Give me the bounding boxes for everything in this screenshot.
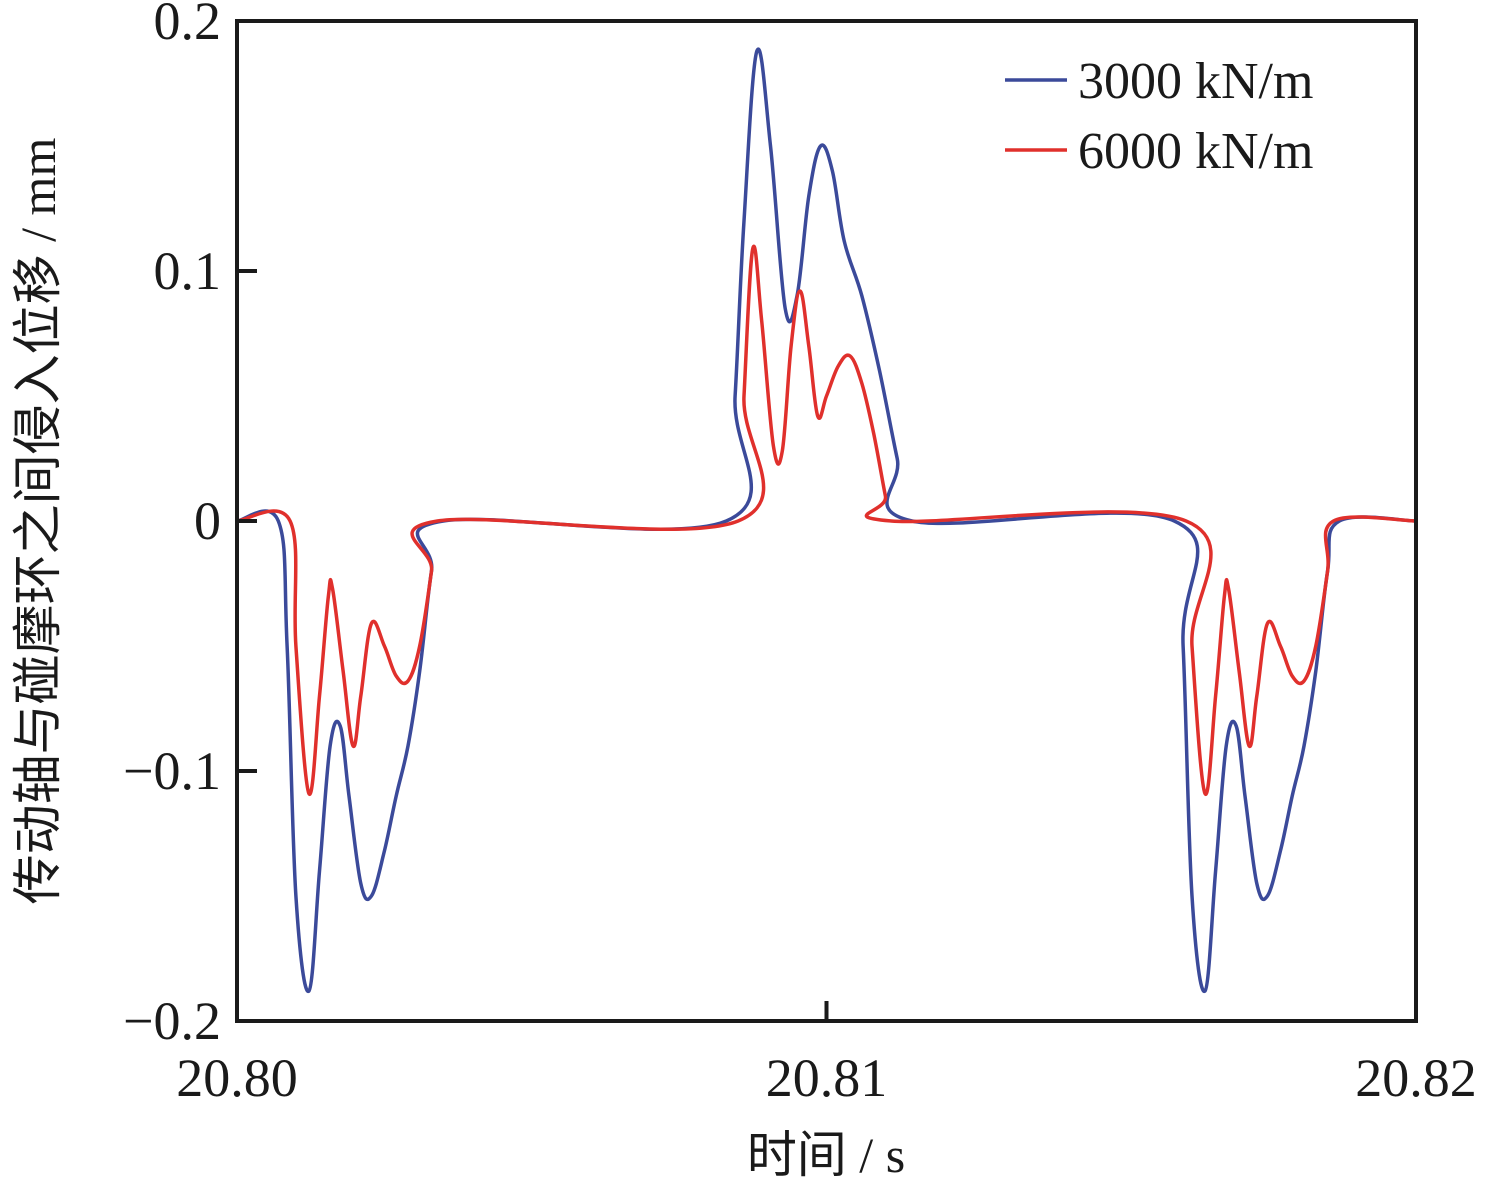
x-tick-label: 20.80 bbox=[176, 1048, 298, 1108]
y-tick-label: 0.2 bbox=[154, 0, 222, 51]
y-axis-title: 传动轴与碰摩环之间侵入位移 / mm bbox=[10, 138, 66, 905]
y-tick-label: 0 bbox=[194, 491, 221, 551]
x-axis-title: 时间 / s bbox=[747, 1127, 905, 1182]
x-tick-label: 20.82 bbox=[1355, 1048, 1477, 1108]
legend: 3000 kN/m 6000 kN/m bbox=[1005, 53, 1313, 180]
series-line-2 bbox=[236, 244, 1417, 796]
y-tick-label: 0.1 bbox=[154, 241, 222, 301]
axis-tick-labels: −0.2 −0.1 0 0.1 0.2 20.80 20.81 20.82 bbox=[123, 0, 1477, 1108]
series-line-1 bbox=[236, 47, 1417, 993]
y-tick-label: −0.2 bbox=[123, 991, 221, 1051]
legend-label-1: 3000 kN/m bbox=[1078, 53, 1313, 110]
x-tick-label: 20.81 bbox=[766, 1048, 888, 1108]
legend-label-2: 6000 kN/m bbox=[1078, 123, 1313, 180]
axis-ticks bbox=[237, 269, 829, 1021]
y-tick-label: −0.1 bbox=[123, 741, 221, 801]
series-lines bbox=[236, 47, 1417, 993]
